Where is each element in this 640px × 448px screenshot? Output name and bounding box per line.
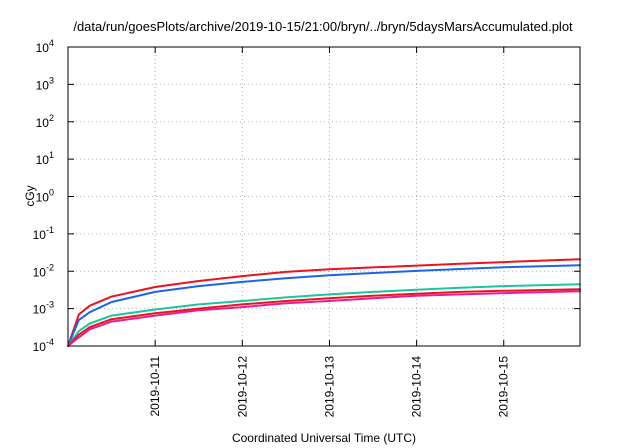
series-line-2 — [67, 264, 581, 347]
y-tick-base: 10 — [36, 41, 50, 55]
x-tick-labels: 2019-10-11 2019-10-12 2019-10-13 2019-10-14… — [148, 356, 511, 418]
y-tick-label: 104 — [36, 38, 54, 55]
y-tick-exponent: 3 — [49, 75, 54, 85]
tick-layer — [68, 46, 580, 347]
series-line-5 — [67, 290, 581, 347]
series-line-3 — [67, 283, 581, 347]
y-tick-base: 10 — [33, 340, 47, 354]
y-tick-label: 10-2 — [33, 262, 54, 279]
chart-title: /data/run/goesPlots/archive/2019-10-15/2… — [73, 19, 573, 34]
y-tick-label: 10-1 — [33, 225, 54, 242]
y-tick-base: 10 — [33, 303, 47, 317]
series-line-4 — [67, 288, 581, 347]
x-tick-label: 2019-10-14 — [410, 356, 424, 418]
y-tick-label: 101 — [36, 150, 54, 167]
x-axis-label: Coordinated Universal Time (UTC) — [232, 431, 416, 445]
x-tick-label: 2019-10-11 — [148, 356, 162, 417]
y-tick-base: 10 — [33, 228, 47, 242]
y-tick-exponent: 4 — [49, 38, 54, 48]
y-tick-base: 10 — [36, 116, 50, 130]
y-tick-exponent: -2 — [46, 262, 54, 272]
y-tick-base: 10 — [36, 153, 50, 167]
y-tick-base: 10 — [36, 191, 50, 205]
y-tick-label: 10-4 — [33, 337, 54, 354]
y-tick-exponent: -4 — [46, 337, 54, 347]
y-axis-label: cGy — [23, 185, 37, 206]
x-tick-label: 2019-10-12 — [235, 356, 249, 418]
y-tick-label: 103 — [36, 75, 54, 92]
series-line-1 — [67, 258, 581, 347]
y-tick-label: 100 — [36, 188, 54, 205]
x-tick-label: 2019-10-13 — [322, 356, 336, 418]
y-tick-base: 10 — [36, 78, 50, 92]
y-tick-exponent: -1 — [46, 225, 54, 235]
y-tick-exponent: 1 — [49, 150, 54, 160]
y-tick-label: 10-3 — [33, 300, 54, 317]
grid-layer — [68, 47, 580, 346]
y-tick-exponent: 0 — [49, 188, 54, 198]
series-layer — [67, 258, 581, 347]
y-tick-exponent: 2 — [49, 113, 54, 123]
y-tick-base: 10 — [33, 265, 47, 279]
x-tick-label: 2019-10-15 — [497, 356, 511, 418]
y-tick-label: 102 — [36, 113, 54, 130]
y-tick-exponent: -3 — [46, 300, 54, 310]
